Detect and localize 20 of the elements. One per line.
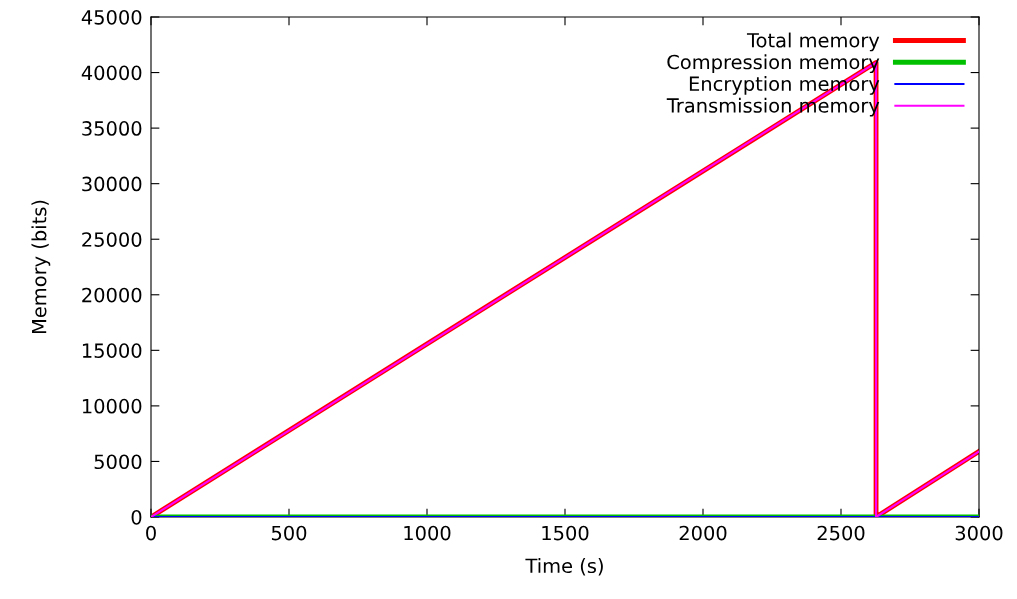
y-tick-label: 10000 bbox=[82, 398, 142, 414]
y-tick-label: 25000 bbox=[82, 232, 142, 247]
x-tick-label: 3000 bbox=[955, 525, 1003, 541]
y-tick-label: 20000 bbox=[82, 287, 142, 303]
y-axis-title: Memory (bits) bbox=[31, 200, 51, 334]
y-tick-label: 15000 bbox=[82, 343, 142, 358]
x-tick-label: 0 bbox=[146, 525, 156, 541]
y-tick-label: 35000 bbox=[82, 121, 142, 136]
x-tick-label: 2000 bbox=[679, 525, 727, 541]
x-tick-label: 1500 bbox=[542, 525, 589, 541]
y-tick-label: 0 bbox=[131, 509, 142, 525]
legend-label: Total memory bbox=[746, 32, 880, 52]
y-tick-label: 5000 bbox=[94, 454, 142, 470]
x-tick-label: 500 bbox=[271, 525, 307, 541]
x-axis-title: Time (s) bbox=[525, 558, 603, 576]
x-tick-label: 1000 bbox=[404, 525, 451, 541]
y-tick-label: 45000 bbox=[81, 9, 142, 25]
y-tick-label: 30000 bbox=[82, 176, 142, 192]
y-tick-label: 40000 bbox=[81, 65, 142, 81]
x-tick-label: 2500 bbox=[817, 525, 865, 541]
